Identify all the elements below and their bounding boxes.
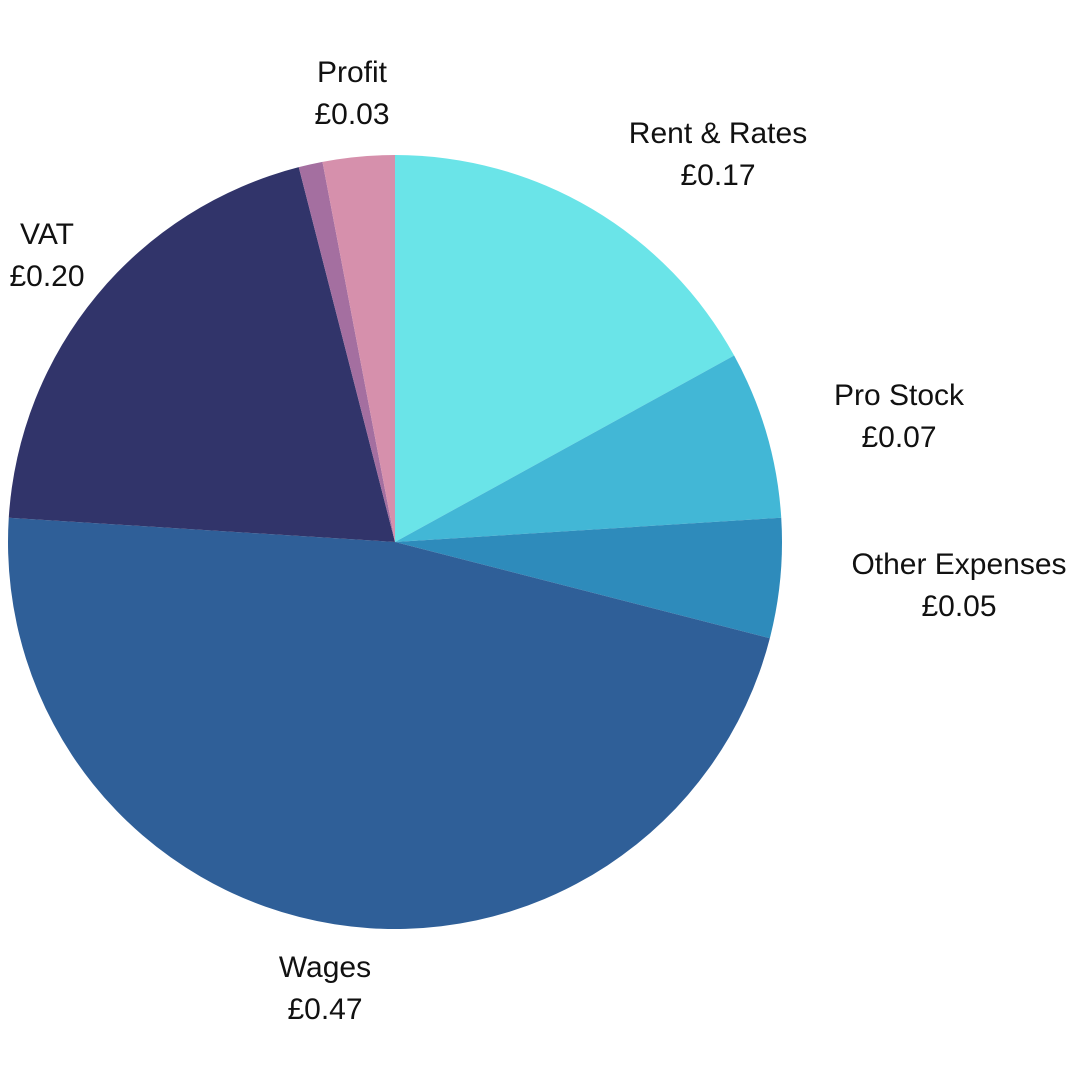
value-pro-stock: £0.07 [861,421,936,454]
label-profit: Profit [317,56,388,89]
label-vat: VAT [20,218,74,251]
pie-slice-pro-stock [395,355,782,542]
pie-slices [7,155,782,930]
pie-slice-other-expenses [395,517,782,639]
label-wages: Wages [279,951,371,984]
value-wages: £0.47 [287,993,362,1026]
label-rent-rates: Rent & Rates [629,117,807,150]
pie-slice-unlabeled-5 [298,161,395,542]
label-other-expenses: Other Expenses [851,548,1066,581]
value-rent-rates: £0.17 [680,159,755,192]
pie-slice-wages [7,517,770,930]
pie-slice-rent-rates [395,155,735,542]
pie-slice-vat [8,167,395,542]
value-other-expenses: £0.05 [921,590,996,623]
value-profit: £0.03 [314,98,389,131]
pie-slice-profit [322,155,395,542]
value-vat: £0.20 [9,260,84,293]
pie-labels: Profit £0.03 Rent & Rates £0.17 VAT £0.2… [9,56,1066,1026]
label-pro-stock: Pro Stock [834,379,965,412]
